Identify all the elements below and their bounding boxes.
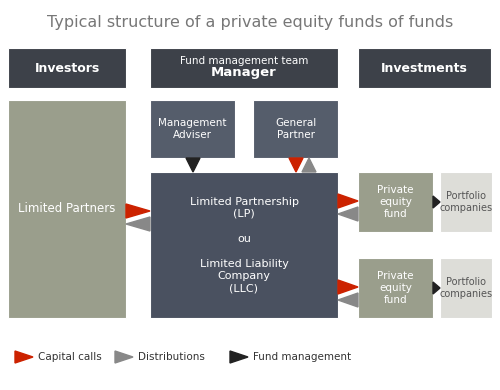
Text: Investors: Investors bbox=[34, 62, 100, 74]
Text: Private
equity
fund: Private equity fund bbox=[378, 184, 414, 220]
Polygon shape bbox=[338, 207, 358, 221]
Polygon shape bbox=[302, 158, 316, 172]
Polygon shape bbox=[115, 351, 133, 363]
Polygon shape bbox=[433, 196, 440, 208]
Text: Limited Partnership
(LP)

ou

Limited Liability
Company
(LLC): Limited Partnership (LP) ou Limited Liab… bbox=[190, 197, 298, 293]
Text: Distributions: Distributions bbox=[138, 352, 205, 362]
Polygon shape bbox=[338, 194, 358, 208]
Bar bbox=[8, 100, 126, 318]
Text: Portfolio
companies: Portfolio companies bbox=[440, 191, 492, 213]
Bar bbox=[150, 172, 338, 318]
Text: Management
Adviser: Management Adviser bbox=[158, 118, 227, 140]
Bar bbox=[358, 172, 433, 232]
Text: Capital calls: Capital calls bbox=[38, 352, 102, 362]
Polygon shape bbox=[433, 282, 440, 294]
Bar bbox=[358, 48, 491, 88]
Polygon shape bbox=[338, 293, 358, 307]
Text: Fund management team: Fund management team bbox=[180, 56, 308, 66]
Bar bbox=[150, 100, 235, 158]
Text: General
Partner: General Partner bbox=[275, 118, 316, 140]
Text: Fund management: Fund management bbox=[253, 352, 351, 362]
Polygon shape bbox=[126, 204, 150, 218]
Text: Limited Partners: Limited Partners bbox=[18, 202, 116, 216]
Polygon shape bbox=[126, 217, 150, 231]
Text: Typical structure of a private equity funds of funds: Typical structure of a private equity fu… bbox=[47, 14, 453, 30]
Polygon shape bbox=[289, 158, 303, 172]
Text: Manager: Manager bbox=[211, 66, 277, 79]
Bar bbox=[150, 48, 338, 88]
Bar bbox=[440, 258, 492, 318]
Polygon shape bbox=[186, 158, 200, 172]
Text: Private
equity
fund: Private equity fund bbox=[378, 271, 414, 305]
Polygon shape bbox=[230, 351, 248, 363]
Polygon shape bbox=[15, 351, 33, 363]
Bar bbox=[8, 48, 126, 88]
Text: Investments: Investments bbox=[381, 62, 468, 74]
Bar bbox=[358, 258, 433, 318]
Bar bbox=[253, 100, 338, 158]
Bar bbox=[440, 172, 492, 232]
Polygon shape bbox=[338, 280, 358, 294]
Text: Portfolio
companies: Portfolio companies bbox=[440, 277, 492, 299]
